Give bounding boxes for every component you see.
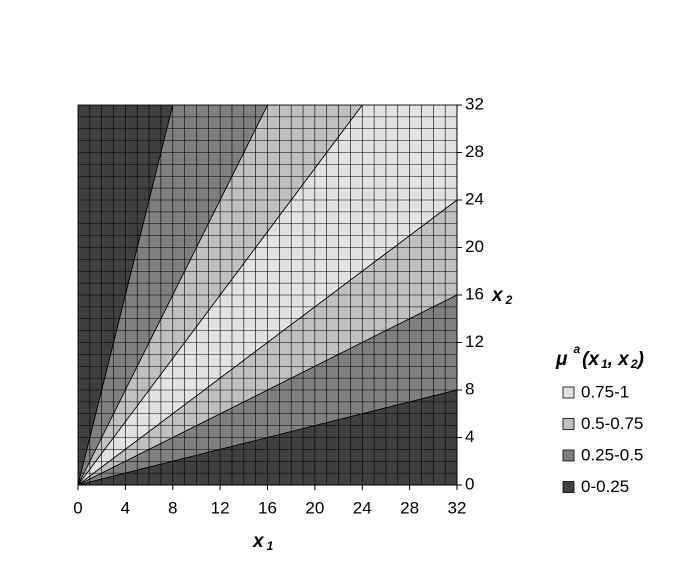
legend-label: 0.25-0.5 <box>581 445 643 464</box>
x-tick-label: 28 <box>400 498 419 517</box>
y-tick-label: 4 <box>465 427 474 446</box>
y-label-text: x <box>491 285 504 306</box>
legend-title-sub2: 2 <box>630 357 638 371</box>
x-label-sub: 1 <box>267 539 274 553</box>
legend-title-close: ) <box>636 349 644 370</box>
x-tick-label: 20 <box>305 498 324 517</box>
y-tick-label: 0 <box>465 474 474 493</box>
x-tick-label: 0 <box>73 498 82 517</box>
y-tick-label: 16 <box>465 284 484 303</box>
legend-title-sup: a <box>573 342 580 356</box>
legend-swatch <box>562 449 575 462</box>
x-tick-label: 4 <box>121 498 130 517</box>
y-tick-label: 8 <box>465 379 474 398</box>
x-tick-label: 16 <box>258 498 277 517</box>
x-tick-label: 24 <box>353 498 372 517</box>
legend-title-sub1: 1 <box>601 357 608 371</box>
x-tick-label: 8 <box>168 498 177 517</box>
legend-label: 0.75-1 <box>581 382 629 401</box>
x-label-text: x <box>252 531 265 552</box>
legend-title-sep: , x <box>607 349 631 370</box>
x-tick-label: 12 <box>211 498 230 517</box>
legend-title: μ a (x 1, x 2) <box>555 342 644 371</box>
y-tick-label: 12 <box>465 332 484 351</box>
x-tick-label: 32 <box>448 498 467 517</box>
y-label-sub: 2 <box>505 293 513 307</box>
legend-title-open: (x <box>582 349 600 370</box>
legend-label: 0-0.25 <box>581 477 629 496</box>
y-tick-label: 24 <box>465 189 484 208</box>
legend-swatch <box>562 418 575 430</box>
y-tick-label: 32 <box>465 94 484 113</box>
legend-swatch <box>562 386 575 399</box>
legend-swatch <box>562 481 575 493</box>
y-tick-label: 28 <box>465 142 484 161</box>
legend-label: 0.5-0.75 <box>581 414 643 433</box>
legend-title-symbol: μ <box>555 349 568 370</box>
y-tick-label: 20 <box>465 237 484 256</box>
